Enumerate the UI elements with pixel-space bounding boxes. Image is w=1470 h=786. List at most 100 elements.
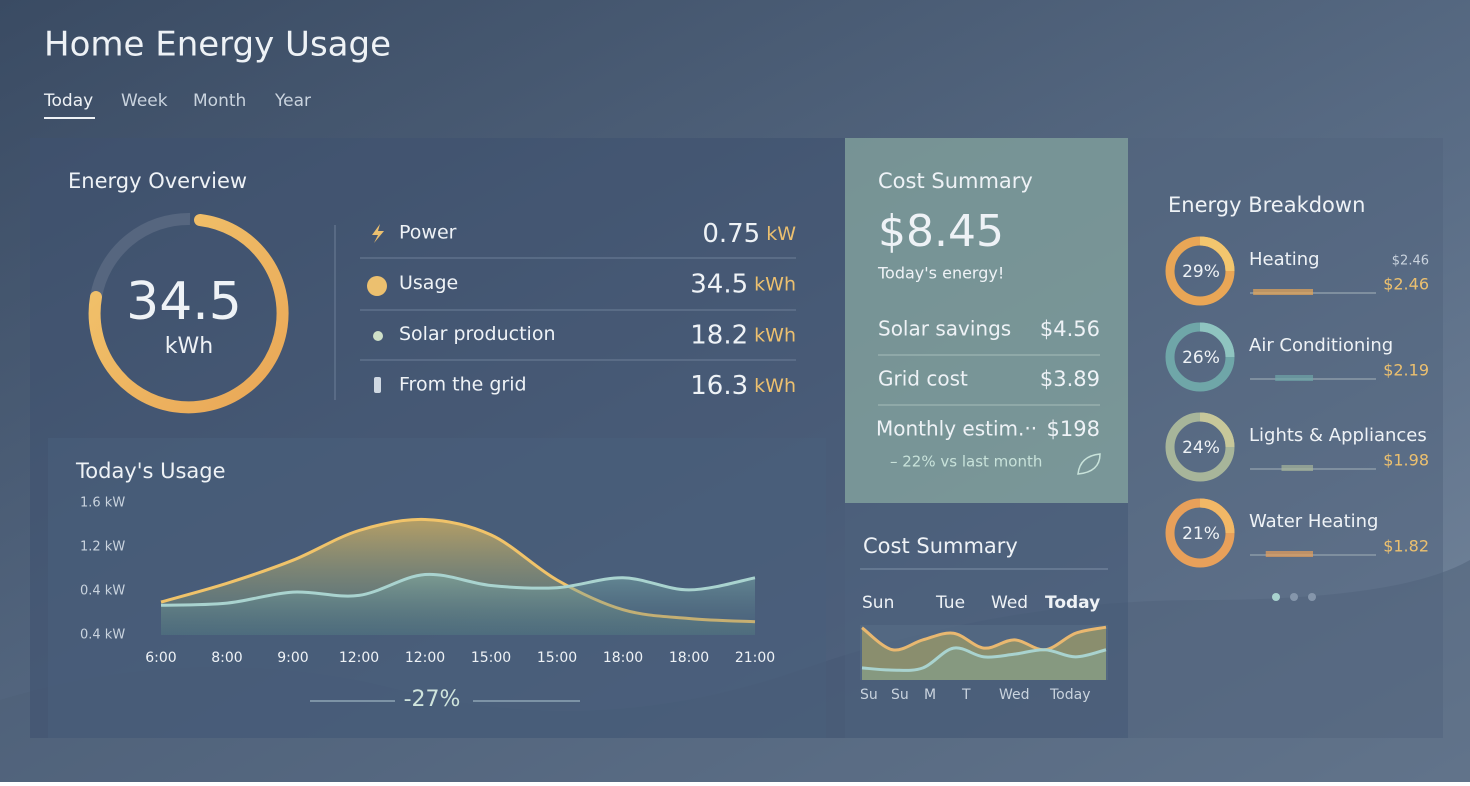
y-axis-label: 0.4 kW [80,584,125,599]
stat-label: Power [399,222,457,244]
ring-highlight [1199,236,1235,272]
tab[interactable]: Today [43,91,93,111]
cost-label: Grid cost [878,367,968,391]
x-tick-label: 15:00 [471,650,511,666]
ring-highlight [1199,412,1235,448]
x-tick-label: Today [1049,687,1091,703]
progress-fill [1265,551,1313,557]
y-axis-label: 1.2 kW [80,540,125,555]
gauge-track [90,212,191,299]
cost-note: – 22% vs last month [890,453,1042,471]
stat-value: 16.3 kWh [690,371,796,401]
tab[interactable]: Year [274,91,311,111]
cost-label: Monthly estim.·· [876,417,1037,441]
tab[interactable]: Week [121,91,168,111]
cost-value: $198 [1047,417,1100,441]
breakdown-cost: $2.46 [1383,275,1429,294]
breakdown-percent: 29% [1182,262,1220,282]
cost-subtitle: Today's energy! [877,264,1004,283]
breakdown-cost: $1.98 [1383,451,1429,470]
day-label: Tue [935,593,965,613]
grid-icon [374,377,381,393]
panel-title: Cost Summary [863,534,1018,558]
series-area [161,574,755,635]
panel-title: Energy Overview [68,169,247,193]
x-tick-label: Su [860,687,878,703]
breakdown-cost: $1.82 [1383,537,1429,556]
progress-fill [1275,375,1313,381]
stat-number: 34.5 [690,269,748,299]
cost-total: $8.45 [878,206,1004,257]
breakdown-detail: $2.46 [1392,254,1429,269]
breakdown-percent: 21% [1182,524,1220,544]
page-dot[interactable] [1308,593,1316,601]
total-value: 34.5 [126,272,242,332]
series-area [862,647,1106,680]
page-title: Home Energy Usage [44,25,391,65]
x-tick-label: M [924,687,936,703]
breakdown-name: Lights & Appliances [1249,425,1427,446]
progress-fill [1253,289,1313,295]
x-tick-label: 12:00 [405,650,445,666]
stat-value: 0.75 kW [702,219,796,249]
series-line [861,625,1107,652]
panel-title: Cost Summary [878,169,1033,193]
cost-value: $3.89 [1040,367,1100,391]
cost-value: $4.56 [1040,317,1100,341]
series-line [861,646,1107,672]
leaf-icon [1077,453,1101,475]
x-tick-label: Su [891,687,909,703]
stat-value: 34.5 kWh [690,269,796,299]
breakdown-name: Air Conditioning [1249,335,1393,356]
stat-value: 18.2 kWh [690,320,796,350]
chart-title: Today's Usage [75,459,226,483]
tab[interactable]: Month [193,91,246,111]
breakdown-cost: $2.19 [1383,361,1429,380]
stat-unit: kWh [754,273,796,295]
x-tick-label: 21:00 [735,650,775,666]
stat-number: 0.75 [702,219,760,249]
ring-highlight [1199,498,1235,534]
day-label: Sun [862,593,894,613]
breakdown-name: Water Heating [1249,511,1378,532]
stat-number: 18.2 [690,320,748,350]
solar-icon [373,331,383,341]
breakdown-list: 29% Heating $2.46 $2.46 26% Air Conditioning $… [1165,236,1429,568]
stat-unit: kW [766,223,796,245]
gauge-ring [88,214,289,414]
day-label: Today [1045,593,1100,613]
x-tick-label: 9:00 [277,650,308,666]
y-axis-label: 0.4 kW [80,628,125,643]
panel-title: Energy Breakdown [1168,193,1365,217]
stat-label: From the grid [399,374,527,396]
cost-panel [845,138,1128,503]
tab-underline [44,117,95,119]
cost-label: Solar savings [878,317,1011,341]
change-label: -27% [404,687,461,712]
page-dot[interactable] [1290,593,1298,601]
total-unit: kWh [165,334,213,359]
x-tick-label: T [961,687,971,703]
page-dot[interactable] [1272,593,1280,601]
usage-icon [367,276,387,296]
usage-chart: 1.6 kW 1.2 kW 0.4 kW 0.4 kW 6:00 8:00 9:00 12:0… [80,496,775,667]
stat-number: 16.3 [690,371,748,401]
stat-unit: kWh [754,324,796,346]
stat-label: Usage [399,272,458,294]
cost-chart: Sun Tue Wed Today Su Su M T Wed Today [860,593,1108,703]
day-label: Wed [991,593,1028,613]
stat-unit: kWh [754,375,796,397]
series-line [160,572,756,607]
ring-highlight [1199,322,1235,358]
breakdown-panel [1128,138,1443,738]
power-icon [372,224,384,243]
stats: Power 0.75 kW Usage 34.5 kWh Solar production 1… [399,219,796,401]
x-tick-label: Wed [999,687,1030,703]
y-axis-label: 1.6 kW [80,496,125,511]
breakdown-percent: 26% [1182,348,1220,368]
x-tick-label: 8:00 [211,650,242,666]
x-tick-label: 15:00 [537,650,577,666]
stat-label: Solar production [399,323,555,345]
